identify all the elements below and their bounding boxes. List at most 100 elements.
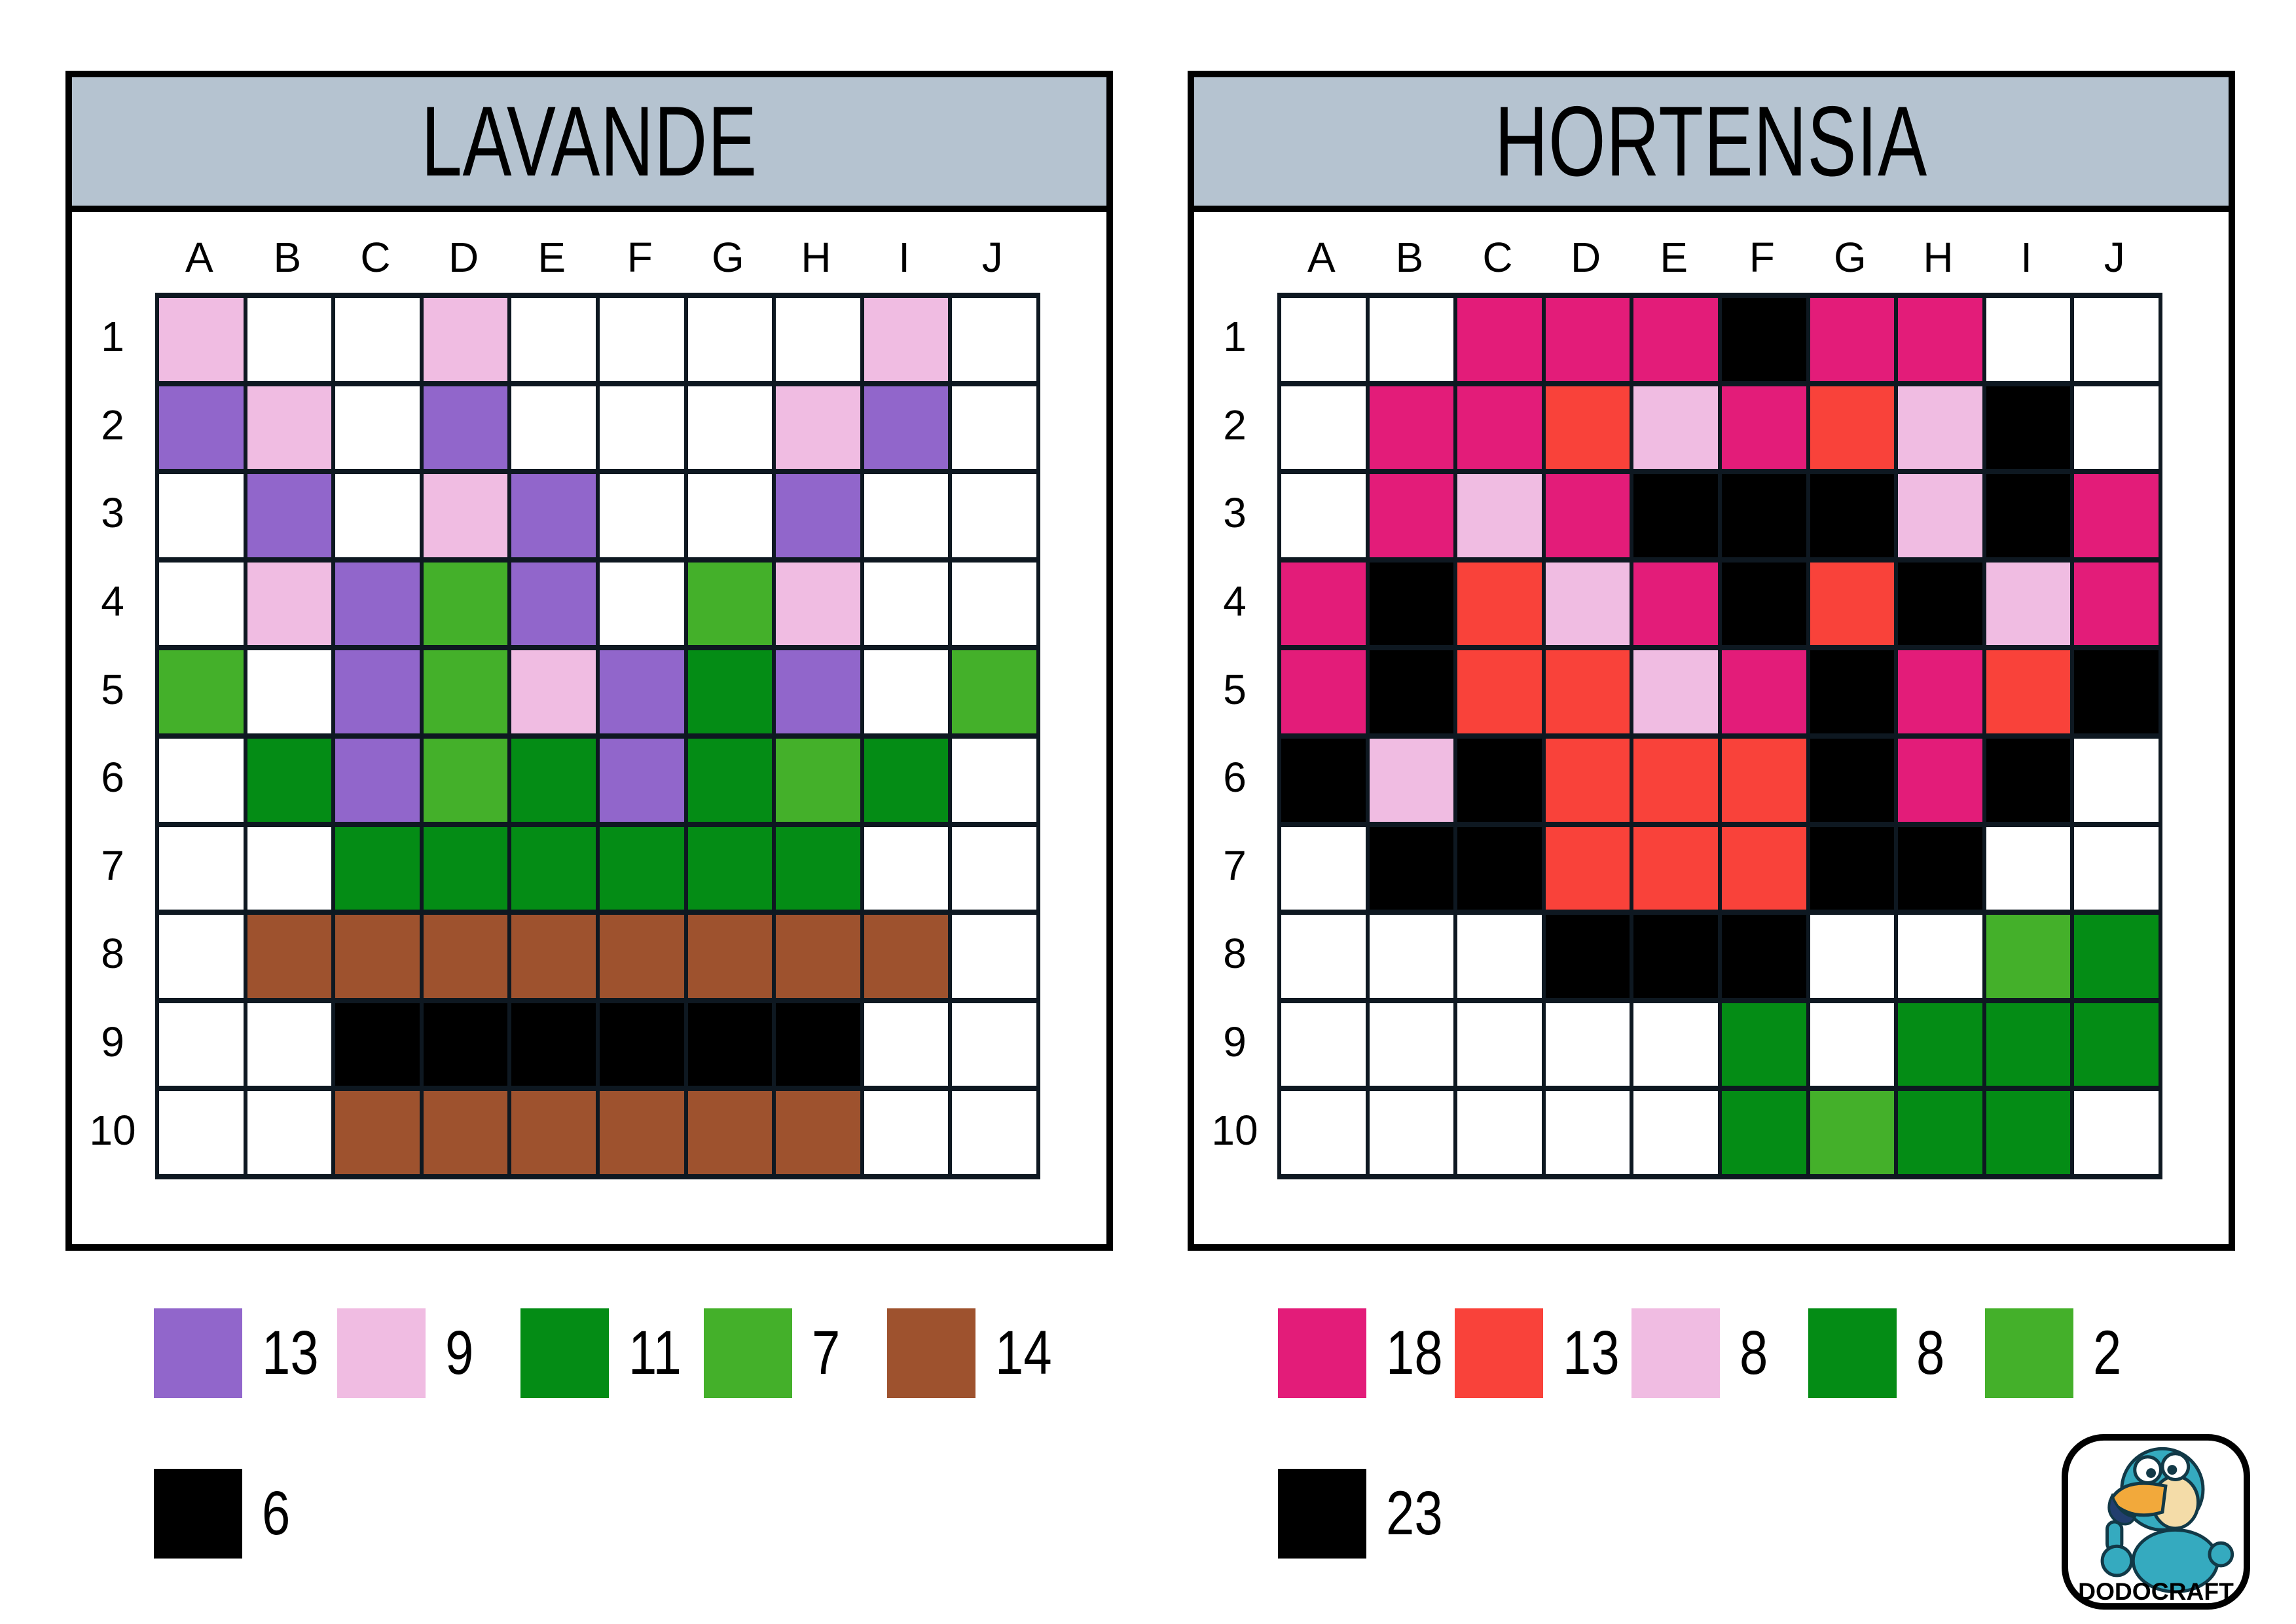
column-label-A: A bbox=[185, 234, 213, 281]
grid-cell-F4-black bbox=[1722, 562, 1810, 651]
grid-cell-D3-light-pink bbox=[423, 474, 512, 563]
grid-cell-H4-light-pink bbox=[776, 562, 864, 651]
grid-cell-H1-white bbox=[776, 298, 864, 386]
grid-cell-B9-white bbox=[1369, 1003, 1458, 1092]
row-label-3: 3 bbox=[101, 489, 124, 537]
grid-cell-A1-white bbox=[1281, 298, 1370, 386]
swatch-black bbox=[154, 1469, 242, 1559]
grid-cell-H8-white bbox=[1898, 915, 1986, 1003]
grid-cell-I3-black bbox=[1986, 474, 2075, 563]
grid-cell-I7-white bbox=[864, 826, 953, 915]
grid-cell-I4-light-pink bbox=[1986, 562, 2075, 651]
grid-cell-G10-brown bbox=[687, 1091, 776, 1179]
legend-item-dark-green: 8 bbox=[1808, 1308, 1985, 1398]
legend-hortensia-row-2: 23 bbox=[1278, 1469, 1455, 1559]
row-label-3: 3 bbox=[1223, 489, 1247, 537]
grid-cell-C5-purple bbox=[335, 650, 424, 739]
grid-cell-C7-black bbox=[1457, 826, 1546, 915]
column-label-C: C bbox=[360, 234, 391, 281]
column-label-D: D bbox=[448, 234, 479, 281]
grid-cell-C3-white bbox=[335, 474, 424, 563]
grid-cell-I6-black bbox=[1986, 739, 2075, 827]
row-label-10: 10 bbox=[89, 1106, 136, 1154]
grid-cell-C1-white bbox=[335, 298, 424, 386]
grid-cell-G4-light-green bbox=[687, 562, 776, 651]
grid-cell-I4-white bbox=[864, 562, 953, 651]
grid-cell-J10-white bbox=[952, 1091, 1040, 1179]
grid-cell-C9-white bbox=[1457, 1003, 1546, 1092]
legend-item-brown: 14 bbox=[887, 1308, 1070, 1398]
column-label-B: B bbox=[1395, 234, 1424, 281]
legend-item-black: 6 bbox=[154, 1469, 337, 1559]
grid-cell-A3-white bbox=[159, 474, 247, 563]
row-label-2: 2 bbox=[101, 401, 124, 449]
grid-cell-A4-magenta bbox=[1281, 562, 1370, 651]
grid-cell-H2-light-pink bbox=[1898, 386, 1986, 475]
column-label-H: H bbox=[1923, 234, 1954, 281]
grid-cell-G2-red bbox=[1810, 386, 1899, 475]
legend-count-light-green: 2 bbox=[2093, 1318, 2122, 1388]
grid-cell-H9-black bbox=[776, 1003, 864, 1092]
row-label-5: 5 bbox=[101, 665, 124, 713]
grid-cell-E5-light-pink bbox=[511, 650, 600, 739]
grid-cell-G4-red bbox=[1810, 562, 1899, 651]
grid-cell-G3-white bbox=[687, 474, 776, 563]
grid-cell-C2-white bbox=[335, 386, 424, 475]
grid-cell-C6-purple bbox=[335, 739, 424, 827]
column-label-H: H bbox=[801, 234, 831, 281]
grid-cell-I8-brown bbox=[864, 915, 953, 1003]
grid-cell-D10-brown bbox=[423, 1091, 512, 1179]
grid-cell-B3-magenta bbox=[1369, 474, 1458, 563]
grid-cell-F5-purple bbox=[600, 650, 688, 739]
grid-cell-F4-white bbox=[600, 562, 688, 651]
grid-cell-G7-dark-green bbox=[687, 826, 776, 915]
grid-cell-I3-white bbox=[864, 474, 953, 563]
grid-cell-C7-dark-green bbox=[335, 826, 424, 915]
grid-cell-D2-purple bbox=[423, 386, 512, 475]
grid-cell-G9-white bbox=[1810, 1003, 1899, 1092]
grid-cell-B5-white bbox=[247, 650, 336, 739]
legend-count-light-green: 7 bbox=[812, 1318, 841, 1388]
row-label-9: 9 bbox=[1223, 1018, 1247, 1066]
grid-cell-E9-black bbox=[511, 1003, 600, 1092]
swatch-purple bbox=[154, 1308, 242, 1398]
grid-cell-F3-white bbox=[600, 474, 688, 563]
grid-cell-E4-magenta bbox=[1633, 562, 1722, 651]
grid-cell-E1-magenta bbox=[1633, 298, 1722, 386]
grid-cell-D2-red bbox=[1545, 386, 1634, 475]
grid-cell-J8-dark-green bbox=[2074, 915, 2162, 1003]
grid-cell-J3-magenta bbox=[2074, 474, 2162, 563]
row-label-4: 4 bbox=[101, 578, 124, 625]
grid-cell-B1-white bbox=[1369, 298, 1458, 386]
grid-cell-E10-brown bbox=[511, 1091, 600, 1179]
grid-cell-H6-magenta bbox=[1898, 739, 1986, 827]
grid-cell-E6-red bbox=[1633, 739, 1722, 827]
grid-cell-A9-white bbox=[1281, 1003, 1370, 1092]
grid-cell-J6-white bbox=[952, 739, 1040, 827]
grid-cell-J4-magenta bbox=[2074, 562, 2162, 651]
legend-item-magenta: 18 bbox=[1278, 1308, 1455, 1398]
panel-hortensia: HORTENSIA A B C D E F G H I J 1 2 3 4 5 6 7 8 9 10 bbox=[1188, 71, 2235, 1251]
legend-count-red: 13 bbox=[1563, 1318, 1620, 1388]
grid-cell-C10-brown bbox=[335, 1091, 424, 1179]
grid-cell-A7-white bbox=[159, 826, 247, 915]
panel-title: LAVANDE bbox=[421, 86, 757, 197]
row-label-9: 9 bbox=[101, 1018, 124, 1066]
grid-cell-I6-dark-green bbox=[864, 739, 953, 827]
grid-cell-I5-white bbox=[864, 650, 953, 739]
column-label-D: D bbox=[1570, 234, 1601, 281]
grid-cell-J10-white bbox=[2074, 1091, 2162, 1179]
legend-item-light-pink: 9 bbox=[337, 1308, 520, 1398]
grid-cell-G6-black bbox=[1810, 739, 1899, 827]
column-label-B: B bbox=[273, 234, 302, 281]
pixel-grid-hortensia bbox=[1277, 293, 2162, 1179]
grid-cell-H2-light-pink bbox=[776, 386, 864, 475]
row-label-6: 6 bbox=[101, 754, 124, 802]
grid-cell-D1-magenta bbox=[1545, 298, 1634, 386]
grid-cell-F7-red bbox=[1722, 826, 1810, 915]
grid-cell-A4-white bbox=[159, 562, 247, 651]
grid-cell-D10-white bbox=[1545, 1091, 1634, 1179]
grid-cell-B8-white bbox=[1369, 915, 1458, 1003]
grid-cell-G10-light-green bbox=[1810, 1091, 1899, 1179]
